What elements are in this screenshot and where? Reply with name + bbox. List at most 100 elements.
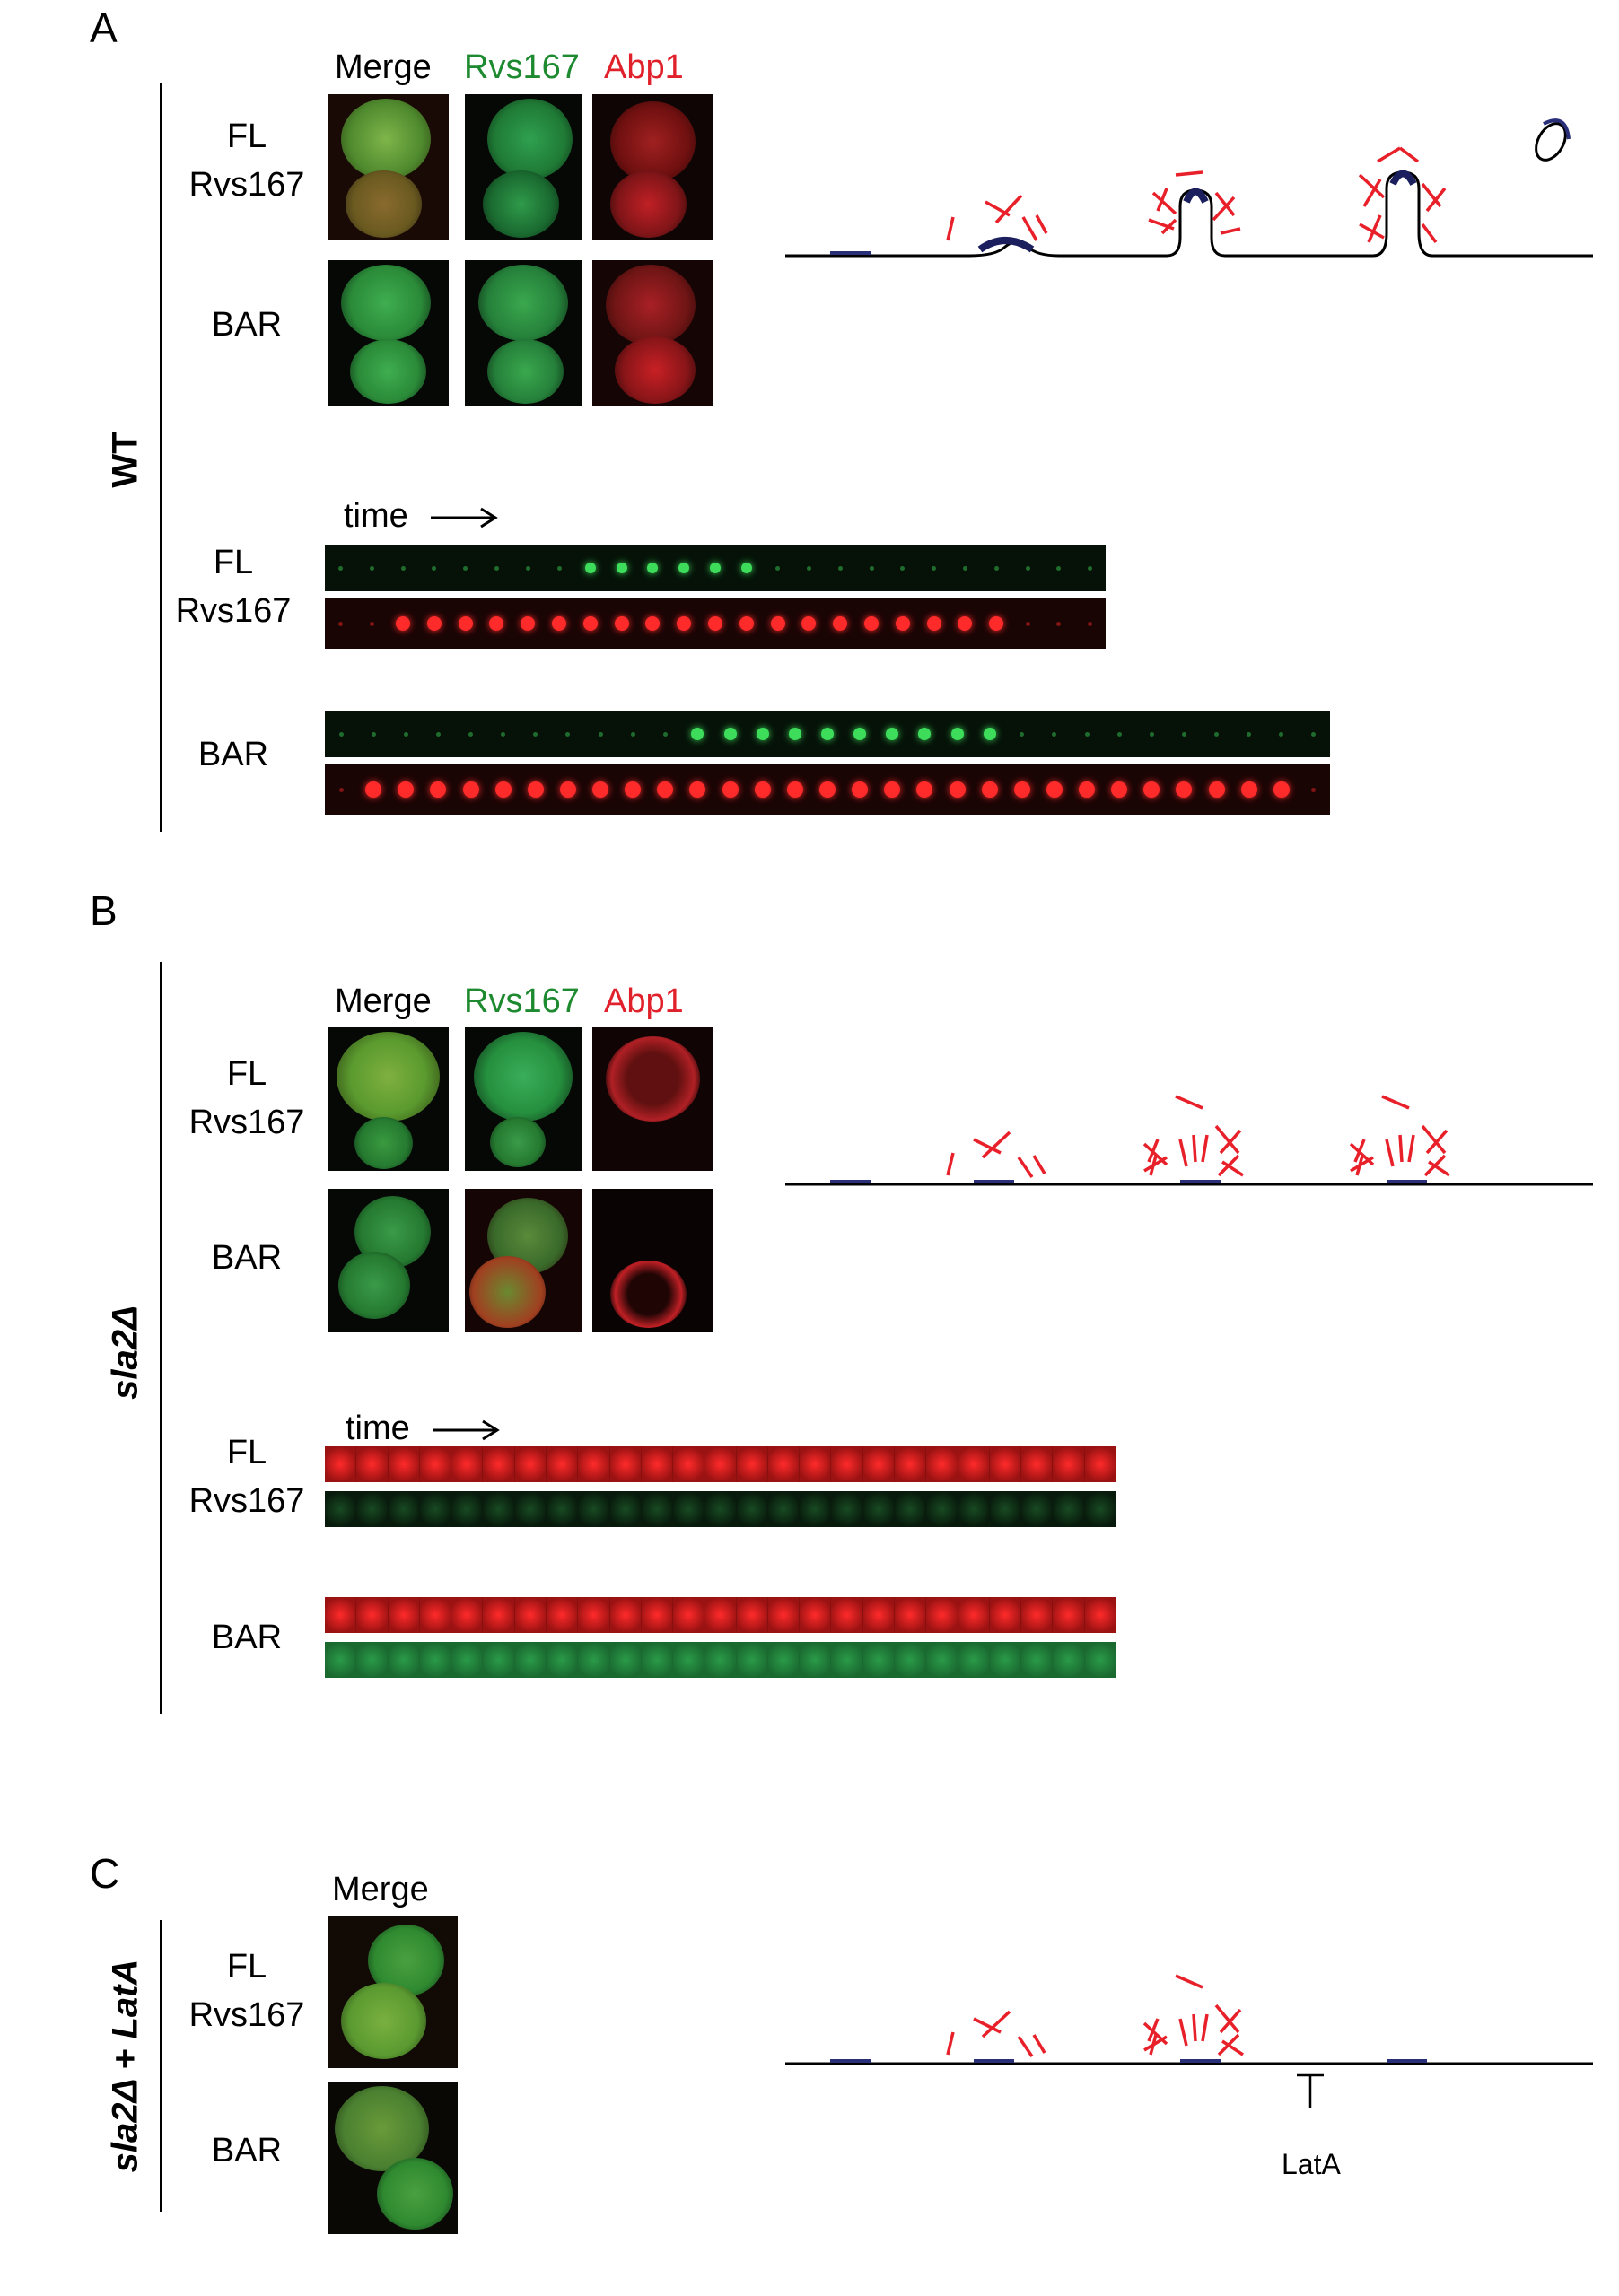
kymograph-frame — [430, 781, 447, 798]
kymograph-frame — [584, 563, 596, 573]
kymograph-frame — [958, 1597, 989, 1633]
micrograph-merge-bar-b — [328, 1189, 449, 1332]
kymograph-frame — [356, 1446, 388, 1482]
kymograph-frame — [468, 731, 474, 737]
condition-bracket-a — [160, 83, 162, 832]
kymograph-frame — [662, 731, 668, 737]
kymograph-frame — [325, 1446, 356, 1482]
kymograph-frame — [704, 1491, 736, 1527]
kymograph-frame — [582, 616, 598, 631]
kymograph-frame — [831, 1491, 862, 1527]
micrograph-merge-bar-c — [328, 2082, 458, 2234]
kymograph-frame — [1116, 731, 1122, 737]
kymograph-frame — [356, 1491, 388, 1527]
kymograph-bar-green-a — [325, 711, 1330, 757]
kymograph-frame — [578, 1491, 609, 1527]
kymograph-frame — [1088, 621, 1093, 626]
row-label-fl-a: FL Rvs167 — [188, 118, 305, 204]
kymograph-frame — [1079, 781, 1096, 798]
kymograph-frame — [533, 731, 538, 737]
kymograph-frame — [614, 616, 629, 631]
kymo-label-bar-a: BAR — [197, 736, 269, 773]
kymograph-frame — [1021, 1597, 1053, 1633]
kymograph-frame — [756, 728, 769, 740]
kymograph-frame — [833, 616, 848, 631]
kymograph-frame — [895, 1642, 926, 1678]
kymograph-frame — [546, 1642, 578, 1678]
micrograph-merge-bar-a — [328, 260, 449, 406]
time-arrow-icon-b — [433, 1419, 500, 1441]
kymograph-frame — [1240, 781, 1257, 798]
kymograph-frame — [895, 616, 910, 631]
kymograph-frame — [325, 1642, 356, 1678]
row-label-fl-c: FL Rvs167 — [188, 1948, 305, 2034]
kymograph-frame — [403, 731, 408, 737]
kymograph-frame — [708, 616, 722, 631]
kymograph-frame — [616, 563, 627, 573]
micrograph-merge-fl-c — [328, 1916, 458, 2068]
header-merge-b: Merge — [335, 982, 432, 1020]
micrograph-abp1-bar-b — [592, 1189, 713, 1332]
kymograph-frame — [451, 1446, 483, 1482]
micrograph-abp1-fl-b — [592, 1027, 713, 1171]
kymograph-frame — [767, 1491, 800, 1527]
kymograph-frame — [435, 731, 441, 737]
micrograph-rvs167-fl-b — [465, 1027, 582, 1171]
row-label-bar-c: BAR — [211, 2132, 283, 2169]
condition-label-a: WT — [105, 432, 145, 488]
kymograph-frame — [494, 781, 512, 798]
kymograph-frame — [770, 616, 785, 631]
kymograph-frame — [736, 1446, 767, 1482]
kymograph-frame — [962, 565, 967, 571]
kymograph-frame — [1021, 1642, 1053, 1678]
kymograph-frame — [483, 1597, 514, 1633]
kymo-label-bar-b: BAR — [211, 1619, 283, 1656]
kymograph-frame — [371, 731, 376, 737]
kymograph-frame — [989, 1597, 1021, 1633]
kymograph-frame — [1084, 1642, 1116, 1678]
kymograph-frame — [736, 1597, 767, 1633]
kymograph-frame — [864, 616, 879, 631]
kymograph-fl-red-a — [325, 598, 1106, 649]
kymograph-frame — [552, 616, 566, 631]
kymograph-frame — [419, 1597, 451, 1633]
kymograph-frame — [337, 565, 343, 571]
kymograph-frame — [1052, 731, 1057, 737]
kymograph-frame — [1143, 781, 1160, 798]
kymograph-frame — [989, 616, 1004, 631]
row-label-bar-b: BAR — [211, 1239, 283, 1277]
kymograph-frame — [926, 1446, 958, 1482]
kymograph-frame — [1279, 731, 1284, 737]
kymograph-frame — [736, 1491, 767, 1527]
kymograph-frame — [641, 1491, 673, 1527]
kymograph-frame — [356, 1597, 388, 1633]
kymograph-frame — [598, 731, 603, 737]
kymograph-frame — [356, 1642, 388, 1678]
kymograph-frame — [1084, 731, 1090, 737]
kymograph-frame — [989, 1491, 1021, 1527]
kymograph-frame — [801, 616, 817, 631]
kymo-label-fl-b: FL Rvs167 — [188, 1434, 305, 1520]
kymograph-frame — [1181, 731, 1186, 737]
kymograph-frame — [1273, 781, 1290, 798]
kymograph-frame — [388, 1597, 419, 1633]
kymograph-frame — [494, 565, 499, 571]
kymograph-frame — [1025, 565, 1030, 571]
kymograph-frame — [592, 781, 609, 798]
kymograph-frame — [1025, 621, 1030, 626]
kymograph-frame — [983, 728, 996, 740]
kymograph-frame — [831, 1597, 862, 1633]
kymograph-frame — [657, 781, 674, 798]
kymograph-frame — [926, 1642, 958, 1678]
kymograph-frame — [1053, 1642, 1084, 1678]
kymograph-frame — [419, 1642, 451, 1678]
kymograph-frame — [722, 781, 739, 798]
header-abp1-a: Abp1 — [604, 48, 684, 86]
kymograph-frame — [400, 565, 406, 571]
kymograph-frame — [673, 1642, 704, 1678]
kymograph-frame — [1053, 1446, 1084, 1482]
kymograph-frame — [396, 616, 410, 631]
micrograph-rvs167-bar-b — [465, 1189, 582, 1332]
kymograph-frame — [1053, 1491, 1084, 1527]
kymograph-frame — [546, 1597, 578, 1633]
